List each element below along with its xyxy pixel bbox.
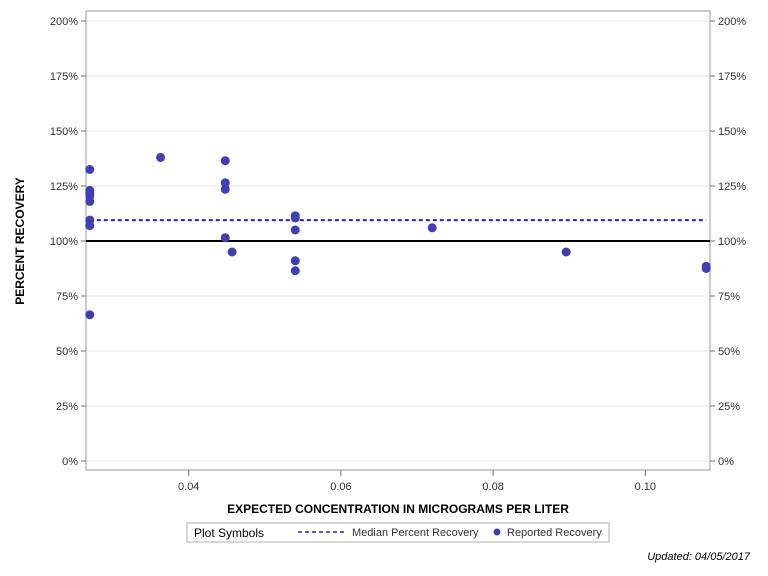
y-tick-label-right: 200% xyxy=(718,16,746,28)
legend-box xyxy=(186,522,610,543)
y-tick-label-left: 100% xyxy=(50,236,78,248)
x-tick-label: 0.10 xyxy=(635,481,656,493)
y-tick-label-left: 200% xyxy=(50,16,78,28)
reference-lines xyxy=(86,219,710,242)
legend-item-reported-recovery: Reported Recovery xyxy=(507,527,602,539)
legend-item-median-percent-recovery: Median Percent Recovery xyxy=(352,527,479,539)
x-axis: 0.04 0.06 0.08 0.10 xyxy=(178,470,656,493)
y-tick-label-right: 100% xyxy=(718,236,746,248)
y-tick-label-left: 25% xyxy=(56,401,78,413)
y-tick-label-left: 175% xyxy=(50,71,78,83)
reported-recovery-point xyxy=(290,213,300,223)
data-points xyxy=(85,152,711,320)
y-tick-label-right: 175% xyxy=(718,71,746,83)
y-axis-right: 0% 25% 50% 75% 100% 125% 150% 175% 200% xyxy=(710,16,746,468)
reported-recovery-point xyxy=(290,225,300,235)
reported-recovery-point xyxy=(290,266,300,276)
x-axis-title: EXPECTED CONCENTRATION IN MICROGRAMS PER… xyxy=(227,502,569,516)
y-tick-label-right: 75% xyxy=(718,291,740,303)
y-tick-label-right: 125% xyxy=(718,181,746,193)
reported-recovery-point xyxy=(427,223,437,233)
y-tick-label-left: 50% xyxy=(56,346,78,358)
reported-recovery-point xyxy=(156,152,166,162)
reported-recovery-point xyxy=(227,247,237,257)
y-tick-label-right: 50% xyxy=(718,346,740,358)
reported-recovery-point xyxy=(561,247,571,257)
legend: Plot Symbols Median Percent Recovery Rep… xyxy=(186,522,610,543)
reported-recovery-point xyxy=(701,264,711,273)
reported-recovery-point xyxy=(220,184,230,194)
y-tick-label-right: 150% xyxy=(718,126,746,138)
y-tick-label-right: 25% xyxy=(718,401,740,413)
reported-recovery-point xyxy=(85,310,95,320)
x-tick-label: 0.04 xyxy=(178,481,199,493)
x-tick-label: 0.08 xyxy=(482,481,503,493)
y-tick-label-left: 125% xyxy=(50,181,78,193)
y-axis-title: PERCENT RECOVERY xyxy=(13,177,27,305)
y-tick-label-left: 150% xyxy=(50,126,78,138)
legend-title: Plot Symbols xyxy=(194,526,264,540)
reported-recovery-point xyxy=(290,256,300,266)
reported-recovery-point xyxy=(85,165,95,174)
updated-footnote: Updated: 04/05/2017 xyxy=(647,551,751,563)
y-tick-label-right: 0% xyxy=(718,456,734,468)
legend-reported-recovery-marker xyxy=(493,528,501,536)
y-tick-label-left: 0% xyxy=(62,456,78,468)
y-tick-label-left: 75% xyxy=(56,291,78,303)
reported-recovery-point xyxy=(85,221,95,231)
reported-recovery-point xyxy=(220,156,230,166)
reported-recovery-point xyxy=(85,196,95,206)
reported-recovery-point xyxy=(220,178,230,188)
reported-recovery-point xyxy=(220,233,230,243)
x-tick-label: 0.06 xyxy=(330,481,351,493)
y-axis-left: 0% 25% 50% 75% 100% 125% 150% 175% 200% xyxy=(50,16,86,468)
